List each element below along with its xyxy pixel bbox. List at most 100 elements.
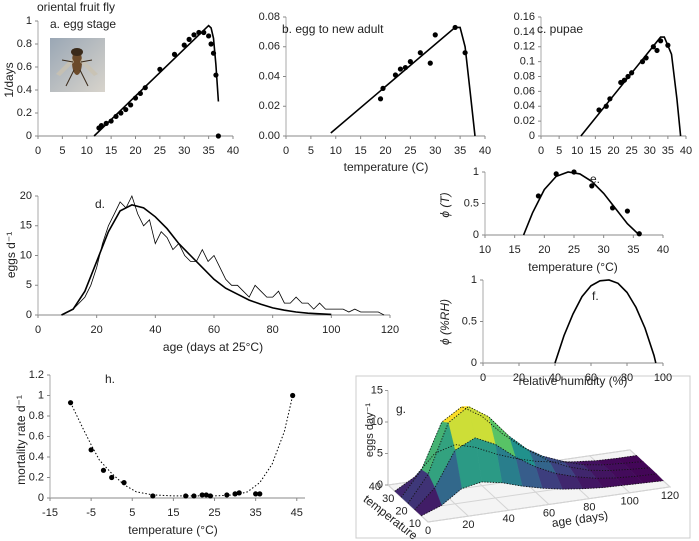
- x-tick-label: 10: [330, 145, 342, 157]
- data-point: [397, 66, 404, 72]
- data-point: [171, 51, 178, 57]
- y-tick-label: 0: [26, 130, 32, 142]
- x-tick-label: 40: [479, 145, 491, 157]
- y-tick-label: 20: [20, 190, 32, 202]
- y-tick-label: 0.4: [17, 84, 32, 96]
- data-point: [417, 50, 423, 56]
- x-tick-label: 35: [250, 507, 262, 519]
- model-line: [61, 204, 332, 316]
- x-tick-label: 30: [178, 145, 190, 157]
- y-tick-label: 0: [26, 309, 32, 321]
- y-tick-label: 0.12: [514, 41, 535, 53]
- x-tick-label: 120: [381, 324, 399, 336]
- x-tick-label: 40: [657, 244, 669, 256]
- x-tick-label: 10: [571, 145, 583, 157]
- x-tick-label: 30: [429, 145, 441, 157]
- x-tick-label: 0: [35, 145, 41, 157]
- y-tick-label: 0.8: [17, 38, 32, 50]
- z-tick-label: 15: [371, 384, 383, 396]
- data-point: [199, 492, 205, 498]
- x-tick-label: 80: [267, 324, 279, 336]
- data-point: [100, 467, 107, 473]
- z-axis-label: eggs day⁻¹: [364, 403, 376, 457]
- y-tick-label: 0.5: [462, 315, 477, 327]
- x-tick-label: 100: [322, 324, 340, 336]
- model-line: [554, 279, 657, 364]
- model-line: [522, 171, 640, 236]
- y-tick-label: 0.08: [514, 70, 535, 82]
- x-tick-label: 30: [644, 145, 656, 157]
- data-point: [186, 36, 192, 43]
- x-tick-label: 20: [607, 145, 619, 157]
- y-tick-label: 0.2: [17, 107, 32, 119]
- y-axis-label: mortality rate d⁻¹: [14, 395, 28, 485]
- x-tick-label: 15: [105, 145, 117, 157]
- y-tick-label: 0.14: [514, 26, 535, 38]
- x-axis-label: age (days at 25°C): [163, 340, 263, 354]
- x-tick-label: 35: [627, 244, 639, 256]
- z-tick-label: 10: [371, 416, 383, 428]
- panel-label: d.: [95, 197, 105, 211]
- x-tick-label: 5: [556, 145, 562, 157]
- z-tick-label: 0: [377, 479, 383, 491]
- x-tick-label: 20: [91, 324, 103, 336]
- panel-label: b. egg to new adult: [282, 22, 384, 36]
- x-tick-label: 35: [662, 145, 674, 157]
- x-tick-label: 10: [81, 145, 93, 157]
- data-point: [432, 32, 438, 38]
- x-tick-label: 60: [543, 507, 555, 519]
- data-point: [121, 480, 127, 486]
- y-tick-label: 5: [26, 279, 32, 291]
- data-point: [109, 474, 115, 481]
- data-point: [181, 42, 187, 48]
- data-point: [427, 60, 433, 66]
- x-tick-label: 0: [480, 372, 486, 384]
- x-tick-label: 80: [621, 372, 633, 384]
- data-point: [377, 96, 384, 102]
- y-tick-label: 15: [20, 220, 32, 232]
- y-tick-label: 0.4: [29, 451, 44, 463]
- x-tick-label: 20: [129, 145, 141, 157]
- x-axis-label: temperature (C): [344, 160, 429, 174]
- y-tick-label: 0.6: [29, 430, 44, 442]
- model-line: [330, 26, 476, 137]
- x-tick-label: 0: [425, 525, 431, 537]
- y-tick-label: 0.8: [29, 410, 44, 422]
- x-tick-label: 25: [626, 145, 638, 157]
- y-tick-label: 10: [409, 518, 421, 530]
- x-tick-label: 5: [308, 145, 314, 157]
- x-tick-label: 15: [167, 507, 179, 519]
- x-tick-label: -5: [86, 507, 96, 519]
- y-tick-label: 1: [471, 274, 477, 286]
- x-tick-label: 20: [538, 244, 550, 256]
- data-point: [123, 106, 129, 113]
- data-point: [150, 493, 156, 499]
- x-tick-label: 15: [509, 244, 521, 256]
- x-tick-label: 100: [620, 496, 638, 508]
- y-tick-label: 0.2: [29, 471, 44, 483]
- y-tick-label: 0: [473, 229, 479, 241]
- y-tick-label: 0: [38, 492, 44, 504]
- data-point: [236, 490, 242, 496]
- y-axis-label: 1/days: [2, 62, 16, 97]
- surface-ridge: [414, 437, 657, 511]
- data-point: [257, 491, 263, 497]
- x-tick-label: 40: [549, 372, 561, 384]
- data-point: [191, 32, 197, 38]
- x-tick-label: 40: [503, 513, 515, 525]
- data-point: [128, 102, 134, 108]
- x-tick-label: 35: [203, 145, 215, 157]
- y-axis-label: eggs d⁻¹: [4, 232, 18, 278]
- model-line: [93, 24, 220, 137]
- x-tick-label: 45: [291, 507, 303, 519]
- data-point: [183, 493, 189, 499]
- data-point: [624, 208, 631, 214]
- panel-label: g.: [396, 402, 406, 416]
- y-tick-label: 0.06: [259, 41, 280, 53]
- x-tick-label: 100: [654, 372, 672, 384]
- x-tick-label: 20: [379, 145, 391, 157]
- x-tick-label: 80: [583, 502, 595, 514]
- panel-label: e.: [590, 172, 600, 186]
- data-point: [207, 493, 214, 499]
